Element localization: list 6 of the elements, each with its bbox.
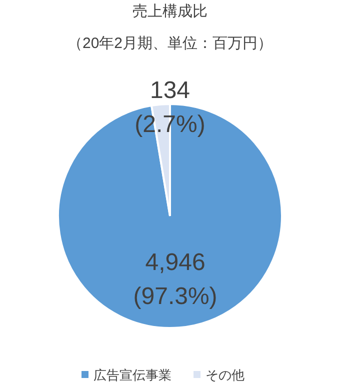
chart-title: 売上構成比	[132, 3, 208, 20]
chart-subtitle: （20年2月期、単位：百万円）	[67, 35, 273, 52]
legend-label: その他	[206, 368, 244, 382]
legend-label: 広告宣伝事業	[94, 368, 172, 382]
data-label: 4,946 (97.3%)	[133, 249, 218, 310]
pie-slice	[57, 103, 283, 329]
